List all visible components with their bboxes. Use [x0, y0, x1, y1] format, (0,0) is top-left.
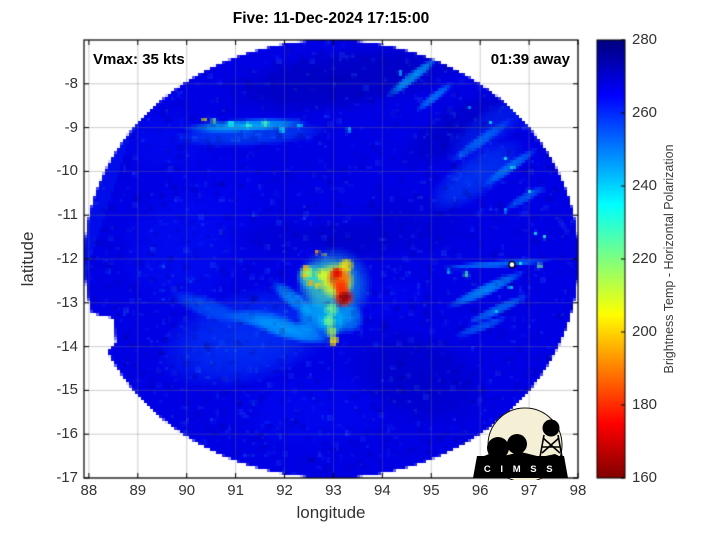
x-tick-label: 88 — [80, 482, 98, 499]
water-tower-icon — [539, 434, 563, 458]
vmax-annotation: Vmax: 35 kts — [93, 51, 185, 68]
logo-banner — [473, 456, 568, 478]
cimss-logo: C I M S S — [473, 407, 568, 480]
y-axis-label: latitude — [18, 231, 37, 287]
x-tick-label: 89 — [129, 482, 147, 499]
water-tower-tank — [542, 419, 560, 437]
y-tick-label: -12 — [56, 250, 78, 267]
chart-title: Five: 11-Dec-2024 17:15:00 — [232, 10, 430, 27]
colorbar-tick-label: 220 — [632, 250, 658, 267]
cimss-logo-text: C I M S S — [484, 464, 556, 475]
x-axis-label: longitude — [296, 503, 366, 522]
x-tick-label: 98 — [569, 482, 587, 499]
x-tick-label: 92 — [276, 482, 293, 499]
colorbar-tick-label: 240 — [632, 177, 658, 194]
x-tick-label: 90 — [178, 482, 196, 499]
eta-annotation: 01:39 away — [490, 51, 570, 68]
y-tick-label: -15 — [56, 381, 78, 399]
y-tick-label: -14 — [56, 337, 78, 355]
colorbar-tick-label: 200 — [632, 323, 658, 340]
x-tick-label: 93 — [325, 482, 342, 499]
colorbar-tick-label: 160 — [632, 469, 658, 486]
x-tick-label: 91 — [227, 482, 244, 499]
y-tick-label: -9 — [64, 118, 78, 136]
x-tick-label: 95 — [422, 482, 440, 499]
y-tick-label: -10 — [56, 162, 78, 180]
colorbar-tick-label: 280 — [632, 31, 658, 48]
y-tick-label: -17 — [56, 469, 78, 486]
y-tick-label: -13 — [56, 293, 78, 311]
y-tick-label: -16 — [56, 425, 78, 443]
y-tick-label: -11 — [57, 206, 78, 224]
x-tick-label: 97 — [520, 482, 538, 499]
colorbar-tick-label: 180 — [632, 396, 658, 413]
colorbar-tick-label: 260 — [632, 104, 658, 121]
y-tick-label: -8 — [64, 74, 78, 92]
x-tick-label: 94 — [374, 482, 391, 499]
x-tick-label: 96 — [471, 482, 489, 499]
